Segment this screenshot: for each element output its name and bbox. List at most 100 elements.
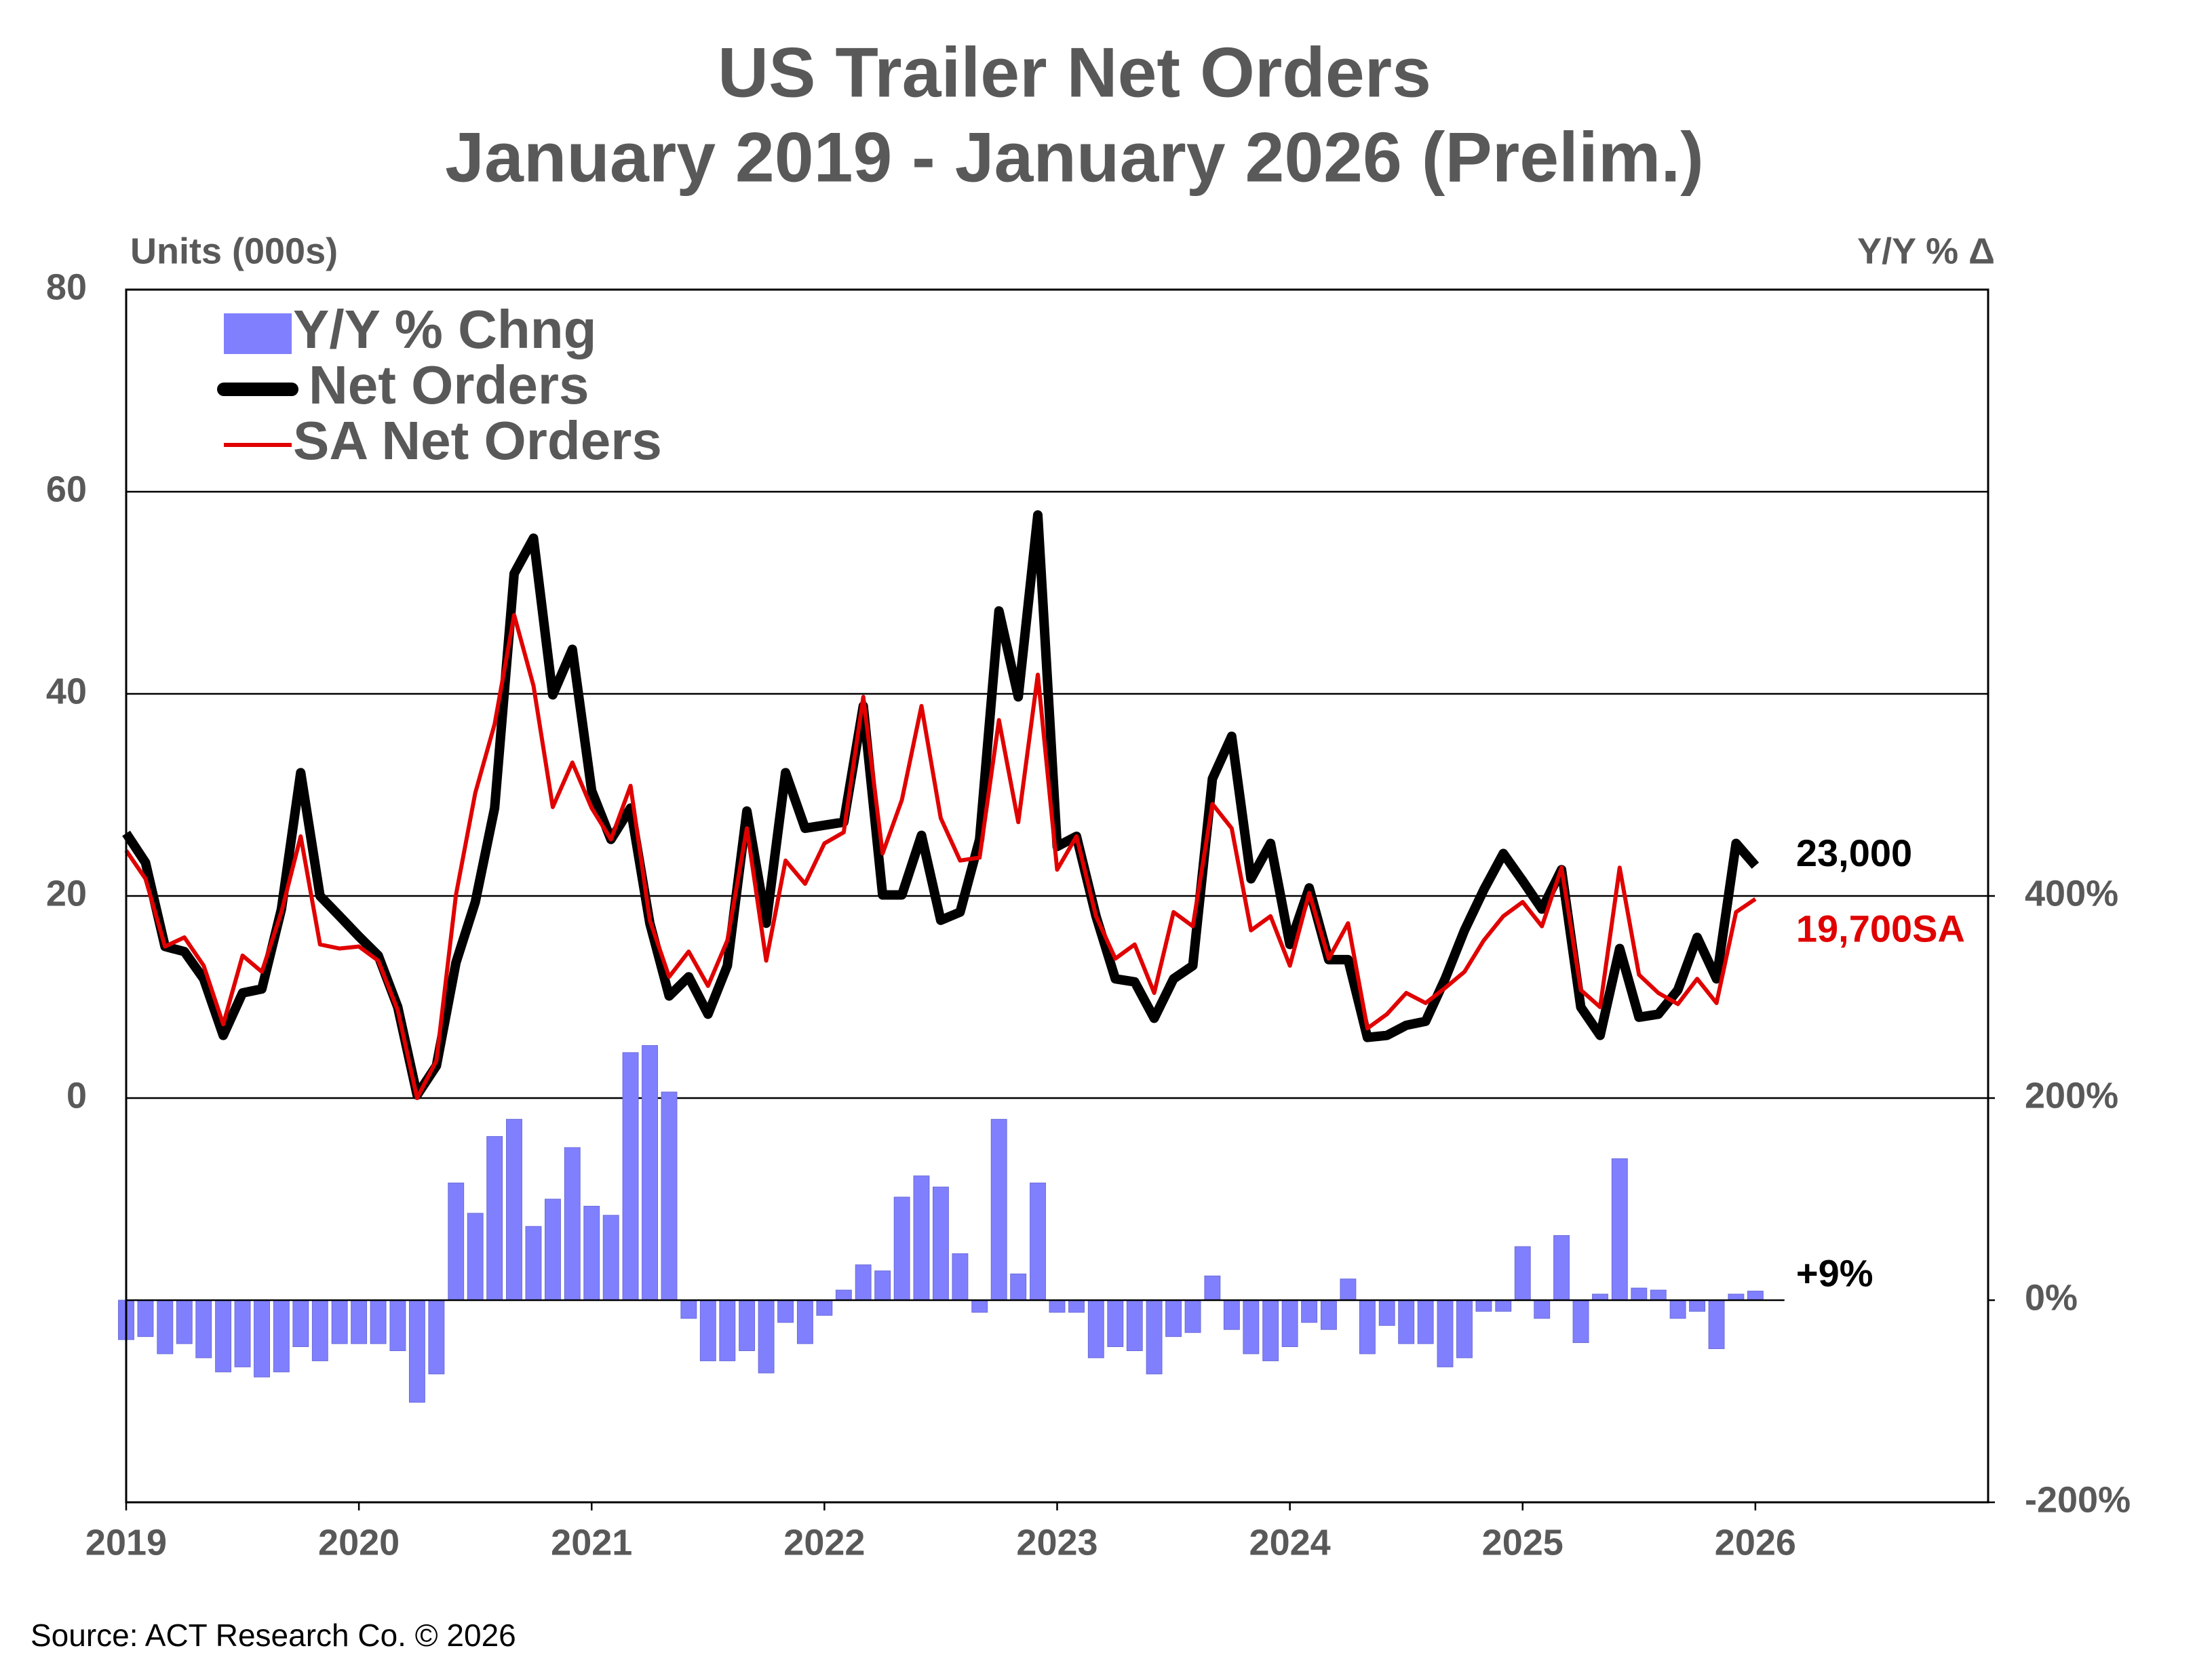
y2-tick-label: 400% — [2025, 873, 2118, 914]
bar — [506, 1118, 522, 1301]
plot-frame — [125, 288, 1989, 1504]
bar — [796, 1300, 813, 1344]
y-tick-label: 60 — [46, 469, 87, 509]
bar — [1184, 1300, 1201, 1333]
bar — [835, 1289, 852, 1301]
y-tick-label: 0 — [66, 1075, 87, 1116]
bar — [1456, 1300, 1473, 1359]
bar — [195, 1300, 212, 1359]
line-series — [122, 510, 1760, 1100]
bar — [1553, 1235, 1570, 1301]
bar — [1262, 1300, 1279, 1361]
bar — [1378, 1300, 1395, 1326]
bar — [292, 1300, 309, 1348]
x-tick-label: 2020 — [318, 1522, 400, 1563]
bar — [448, 1182, 465, 1301]
bar — [602, 1215, 619, 1301]
bar — [1572, 1300, 1589, 1344]
bar — [971, 1300, 988, 1313]
x-tick-label: 2025 — [1482, 1522, 1563, 1563]
bar — [1320, 1300, 1337, 1330]
bar — [622, 1052, 639, 1301]
bar — [874, 1270, 891, 1301]
bar — [1650, 1289, 1667, 1301]
bar — [408, 1300, 425, 1403]
bar — [1475, 1300, 1492, 1312]
bar — [1611, 1158, 1628, 1301]
bar — [176, 1300, 193, 1344]
y2-tick-label: 0% — [2025, 1277, 2078, 1318]
bar — [1281, 1300, 1298, 1348]
bar — [719, 1300, 736, 1361]
bar — [855, 1264, 872, 1301]
legend-label: Y/Y % Chng — [293, 299, 596, 359]
bar — [1689, 1300, 1706, 1312]
bar — [1359, 1300, 1376, 1354]
bar — [1669, 1300, 1686, 1319]
bar — [215, 1300, 232, 1373]
end-label: +9% — [1796, 1251, 1873, 1294]
bar — [1223, 1300, 1240, 1330]
bar — [428, 1300, 445, 1375]
line-series — [124, 612, 1757, 1100]
bar — [1243, 1300, 1260, 1354]
y2-tick-label: 200% — [2025, 1075, 2118, 1116]
bar — [758, 1300, 775, 1373]
bar — [583, 1205, 600, 1301]
bar — [467, 1213, 484, 1301]
bar — [331, 1300, 348, 1344]
bar — [564, 1147, 581, 1301]
bar — [351, 1300, 368, 1344]
bar — [661, 1091, 678, 1301]
bar — [777, 1300, 794, 1323]
bar — [893, 1196, 910, 1301]
bar — [1340, 1278, 1357, 1301]
y-tick-label: 20 — [46, 873, 87, 914]
bar — [389, 1300, 406, 1351]
bar — [699, 1300, 716, 1361]
bar — [137, 1300, 154, 1337]
bar — [680, 1300, 697, 1319]
x-tick-label: 2023 — [1016, 1522, 1098, 1563]
bar — [370, 1300, 387, 1344]
x-tick-label: 2019 — [85, 1522, 167, 1563]
bar — [234, 1300, 251, 1367]
chart-title: US Trailer Net Orders — [718, 33, 1431, 112]
bar — [1030, 1182, 1046, 1301]
bar — [1068, 1300, 1085, 1313]
bar — [1204, 1275, 1221, 1301]
bar — [913, 1175, 930, 1301]
x-tick-label: 2021 — [551, 1522, 632, 1563]
bar — [254, 1300, 270, 1378]
end-label: 19,700SA — [1796, 907, 1965, 950]
bar — [642, 1045, 658, 1301]
chart-subtitle: January 2019 - January 2026 (Prelim.) — [445, 118, 1704, 197]
bar — [952, 1253, 969, 1301]
bar — [1087, 1300, 1104, 1359]
bar — [486, 1136, 503, 1301]
y-axis-label: Units (000s) — [130, 231, 338, 271]
bar — [525, 1226, 542, 1301]
bar — [273, 1300, 290, 1373]
bar — [1708, 1300, 1725, 1350]
source-note: Source: ACT Research Co. © 2026 — [31, 1618, 516, 1653]
bar — [545, 1198, 561, 1301]
bar — [990, 1118, 1007, 1301]
bar — [1437, 1300, 1454, 1367]
bar — [1165, 1300, 1182, 1337]
bar — [1107, 1300, 1124, 1348]
bar — [739, 1300, 756, 1351]
legend-label: Net Orders — [309, 355, 589, 415]
x-tick-label: 2022 — [783, 1522, 865, 1563]
bar — [1010, 1273, 1027, 1301]
bar — [311, 1300, 328, 1361]
bar — [157, 1300, 174, 1354]
legend-label: SA Net Orders — [293, 410, 662, 471]
y2-axis-label: Y/Y % Δ — [1857, 231, 1995, 271]
end-label: 23,000 — [1796, 832, 1912, 874]
x-tick-label: 2026 — [1715, 1522, 1796, 1563]
bar — [1495, 1300, 1512, 1312]
bar — [1592, 1293, 1608, 1301]
